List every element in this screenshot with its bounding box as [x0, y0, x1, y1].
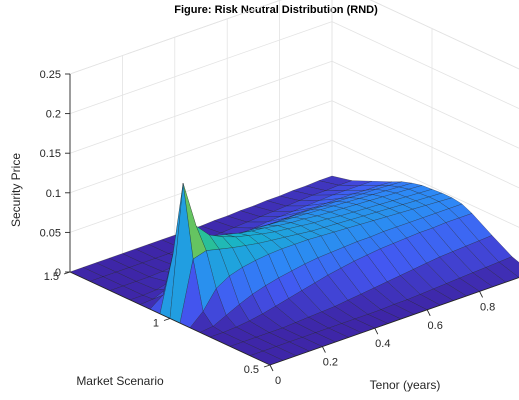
z-tick-label-1: 0.05 — [40, 227, 61, 239]
y-tick-mark-0 — [263, 364, 271, 368]
y-tick-mark-1 — [163, 318, 171, 321]
z-axis-label: Security Price — [9, 153, 23, 227]
x-tick-label-4: 0.8 — [480, 301, 495, 313]
surface — [69, 175, 519, 366]
y-axis-label: Market Scenario — [76, 374, 164, 388]
backwall-grid-z-2 — [69, 100, 333, 194]
sidewall-grid-z-3 — [331, 60, 519, 149]
backwall-grid-z-4 — [69, 21, 333, 114]
x-tick-label-3: 0.6 — [428, 320, 443, 332]
backwall-grid-z-1 — [69, 140, 333, 233]
z-tick-label-0: 0 — [55, 267, 61, 279]
x-tick-label-0: 0 — [275, 375, 281, 387]
x-axis-label: Tenor (years) — [370, 378, 441, 392]
chart-title: Figure: Risk Neutral Distribution (RND) — [174, 4, 378, 16]
x-tick-mark-4 — [479, 291, 484, 298]
x-tick-label-2: 0.4 — [375, 338, 390, 350]
sidewall-grid-z-1 — [331, 140, 519, 228]
x-tick-mark-0 — [269, 364, 274, 372]
z-tick-label-5: 0.25 — [40, 69, 61, 81]
x-axis-line — [269, 277, 519, 366]
x-tick-label-1: 0.2 — [323, 357, 338, 369]
y-tick-label-0: 0.5 — [244, 364, 259, 376]
sidewall-grid-z-4 — [331, 21, 519, 109]
axes: 00.20.40.60.80.511.500.050.10.150.20.25 — [40, 69, 519, 387]
x-tick-mark-3 — [426, 309, 431, 317]
backwall-grid-z-3 — [69, 60, 333, 154]
x-tick-mark-1 — [321, 346, 326, 353]
z-tick-label-4: 0.2 — [46, 109, 61, 121]
sidewall-grid-z-2 — [331, 100, 519, 189]
y-tick-label-1: 1 — [153, 318, 159, 330]
box-edge-top-side — [369, 0, 519, 70]
z-tick-label-2: 0.1 — [46, 188, 61, 200]
z-tick-label-3: 0.15 — [40, 148, 61, 160]
box-edge-top-back — [69, 0, 282, 75]
y-tick-label-2: 1.5 — [44, 271, 59, 283]
x-tick-mark-2 — [374, 327, 379, 335]
